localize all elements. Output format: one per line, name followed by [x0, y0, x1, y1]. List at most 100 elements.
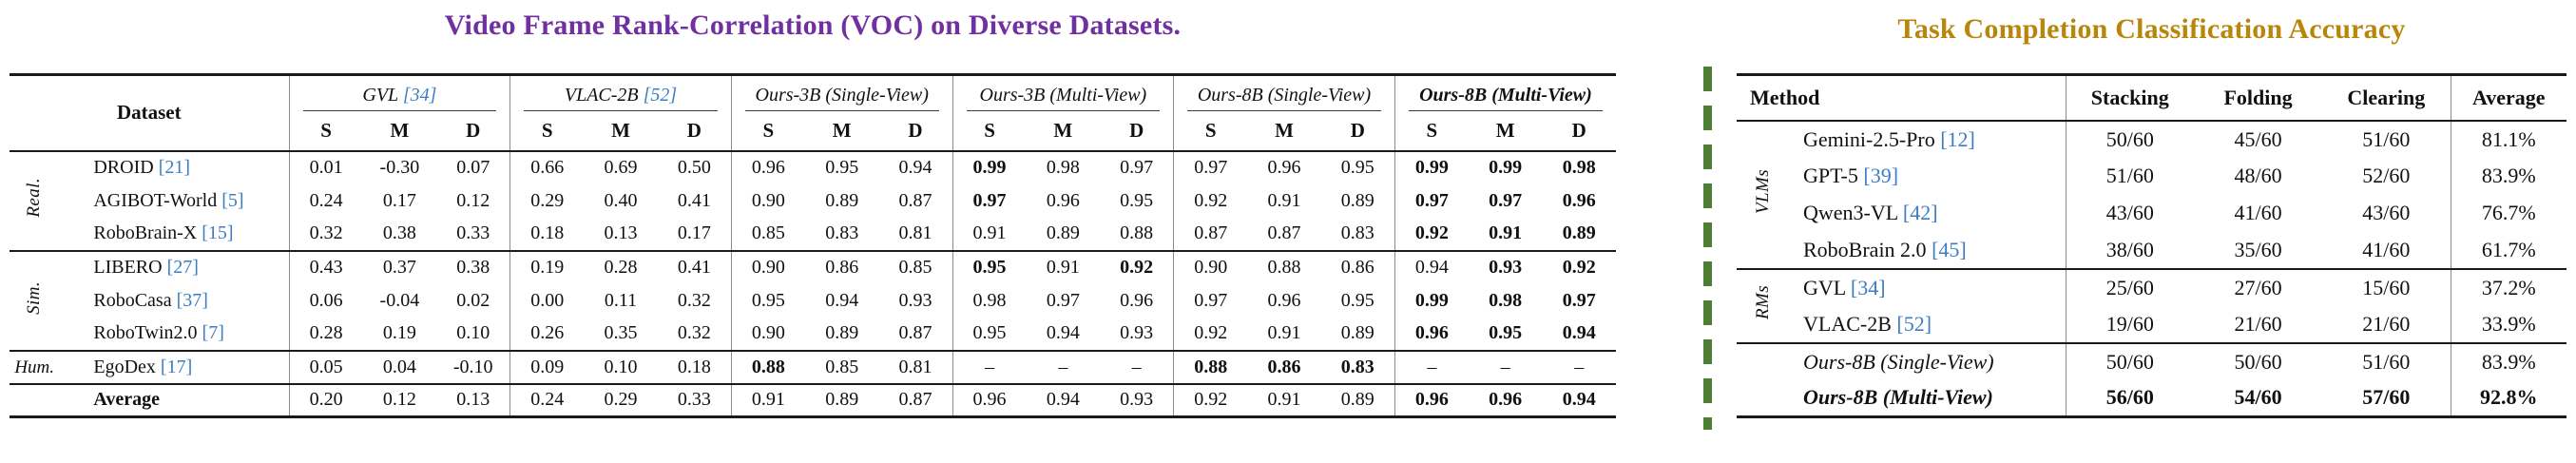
value-cell: 0.95 — [1120, 189, 1154, 211]
value-cell: 0.91 — [730, 383, 805, 417]
value-cell: 0.86 — [1267, 356, 1301, 377]
value-cell: 83.9% — [2450, 342, 2567, 380]
dataset-cell: LIBERO [27] — [59, 251, 289, 284]
value-cell: 0.96 — [1394, 383, 1469, 417]
value-cell: 0.89 — [1340, 322, 1375, 343]
value-cell: 0.10 — [604, 356, 638, 377]
value-cell: 0.01 — [288, 150, 363, 184]
value-cell: 0.96 — [1489, 389, 1523, 411]
value-cell: 0.87 — [898, 389, 932, 411]
value-cell: -0.10 — [452, 356, 493, 377]
value-cell: 0.41 — [677, 189, 711, 211]
citation-ref[interactable]: [5] — [221, 189, 244, 211]
dataset-cell: RoboBrain-X [15] — [59, 218, 289, 251]
task-column-header: Average — [2450, 74, 2567, 121]
subcolumn-header: D — [908, 118, 923, 142]
value-cell: 0.88 — [730, 350, 805, 384]
value-cell: 0.92 — [1173, 183, 1248, 218]
acc-table-head: Method Stacking Folding Clearing Average — [1737, 74, 2567, 121]
value-cell: 0.19 — [509, 250, 585, 284]
value-cell: 0.93 — [898, 289, 932, 311]
value-cell: 52/60 — [2362, 164, 2411, 187]
value-cell: 0.81 — [898, 222, 932, 243]
value-cell: 92.8% — [2450, 379, 2567, 417]
subcolumn-header: S — [952, 110, 1027, 151]
method-cell: Ours-8B (Multi-View) — [1790, 380, 2066, 417]
accuracy-panel: Task Completion Classification Accuracy … — [1737, 0, 2567, 463]
task-column-header: Stacking — [2065, 74, 2195, 121]
value-cell: 81.1% — [2450, 120, 2567, 158]
citation-ref[interactable]: [17] — [160, 356, 193, 377]
row-group-label: Real. — [10, 151, 59, 251]
value-cell: 19/60 — [2065, 305, 2195, 343]
value-cell: 0.38 — [382, 222, 416, 243]
subcolumn-header: M — [611, 118, 630, 142]
subcolumn-header: D — [1350, 118, 1365, 142]
dataset-name: Average — [93, 389, 160, 411]
value-cell: 48/60 — [2234, 164, 2282, 187]
value-cell: 0.41 — [677, 257, 711, 278]
citation-ref[interactable]: [12] — [1940, 126, 1975, 151]
acc-header-row: Method Stacking Folding Clearing Average — [1737, 74, 2567, 121]
value-cell: – — [1131, 356, 1142, 377]
value-cell: 0.94 — [1562, 322, 1596, 343]
method-cell: VLAC-2B [52] — [1790, 306, 2066, 343]
citation-ref[interactable]: [34] — [402, 84, 437, 106]
value-cell: 0.28 — [288, 317, 363, 351]
table-row: RoboBrain-X [15] 0.32 0.38 0.33 0.18 0.13 0.17… — [10, 217, 1616, 251]
value-cell: 0.95 — [1340, 289, 1375, 311]
value-cell: 0.94 — [825, 289, 859, 311]
value-cell: 0.95 — [1489, 322, 1523, 343]
citation-ref[interactable]: [39] — [1863, 164, 1899, 187]
accuracy-table: Method Stacking Folding Clearing Average VLMs… — [1737, 73, 2567, 418]
table-row: Sim. LIBERO [27] 0.43 0.37 0.38 0.19 0.28 0.41 0… — [10, 250, 1616, 314]
value-cell: 0.95 — [952, 317, 1027, 351]
table-row: GPT-5 [39] 51/60 48/60 52/60 83.9% — [1737, 157, 2567, 195]
citation-ref[interactable]: [45] — [1932, 237, 1967, 261]
method-name: Ours-8B (Multi-View) — [1803, 385, 1993, 410]
value-cell: 0.50 — [677, 157, 711, 178]
value-cell: 0.94 — [1046, 389, 1080, 411]
model-group-name: GVL [34] — [362, 84, 437, 106]
value-cell: 0.91 — [1267, 389, 1301, 411]
value-cell: 25/60 — [2065, 268, 2195, 306]
subcolumn-header: D — [1129, 118, 1144, 142]
value-cell: 0.97 — [1173, 150, 1248, 184]
model-group-header: Ours-8B (Multi-View) — [1394, 74, 1616, 111]
dataset-name: RoboCasa — [93, 289, 172, 311]
value-cell: -0.04 — [379, 289, 420, 311]
value-cell: 0.89 — [825, 189, 859, 211]
value-cell: 56/60 — [2065, 379, 2195, 417]
citation-ref[interactable]: [21] — [158, 157, 191, 178]
value-cell: 0.86 — [825, 257, 859, 278]
value-cell: -0.30 — [379, 157, 420, 178]
value-cell: 0.13 — [604, 222, 638, 243]
value-cell: 0.05 — [288, 350, 363, 384]
citation-ref[interactable]: [52] — [643, 84, 678, 106]
citation-ref[interactable]: [37] — [176, 289, 208, 311]
value-cell: 0.85 — [898, 257, 932, 278]
citation-ref[interactable]: [52] — [1896, 311, 1932, 336]
value-cell: 0.98 — [1562, 157, 1596, 178]
value-cell: 0.17 — [677, 222, 711, 243]
citation-ref[interactable]: [27] — [166, 257, 199, 278]
value-cell: 0.99 — [1394, 150, 1469, 184]
table-row: Qwen3-VL [42] 43/60 41/60 43/60 76.7% — [1737, 194, 2567, 232]
value-cell: 0.66 — [509, 150, 585, 184]
citation-ref[interactable]: [15] — [202, 222, 234, 243]
value-cell: 0.97 — [1489, 189, 1523, 211]
model-group-header: Ours-3B (Single-View) — [730, 74, 953, 111]
method-name: GPT-5 — [1803, 164, 1858, 187]
cmidrule — [1408, 109, 1603, 111]
value-cell: 0.97 — [1120, 157, 1154, 178]
value-cell: 15/60 — [2362, 275, 2411, 299]
row-group-label-text: VLMs — [1753, 169, 1773, 214]
citation-ref[interactable]: [34] — [1850, 275, 1886, 299]
citation-ref[interactable]: [42] — [1902, 201, 1938, 224]
citation-ref[interactable]: [7] — [202, 322, 224, 343]
value-cell: 0.88 — [1267, 257, 1301, 278]
value-cell: 61.7% — [2450, 231, 2567, 269]
value-cell: 0.69 — [604, 157, 638, 178]
model-group-header: VLAC-2B [52] — [509, 74, 732, 111]
